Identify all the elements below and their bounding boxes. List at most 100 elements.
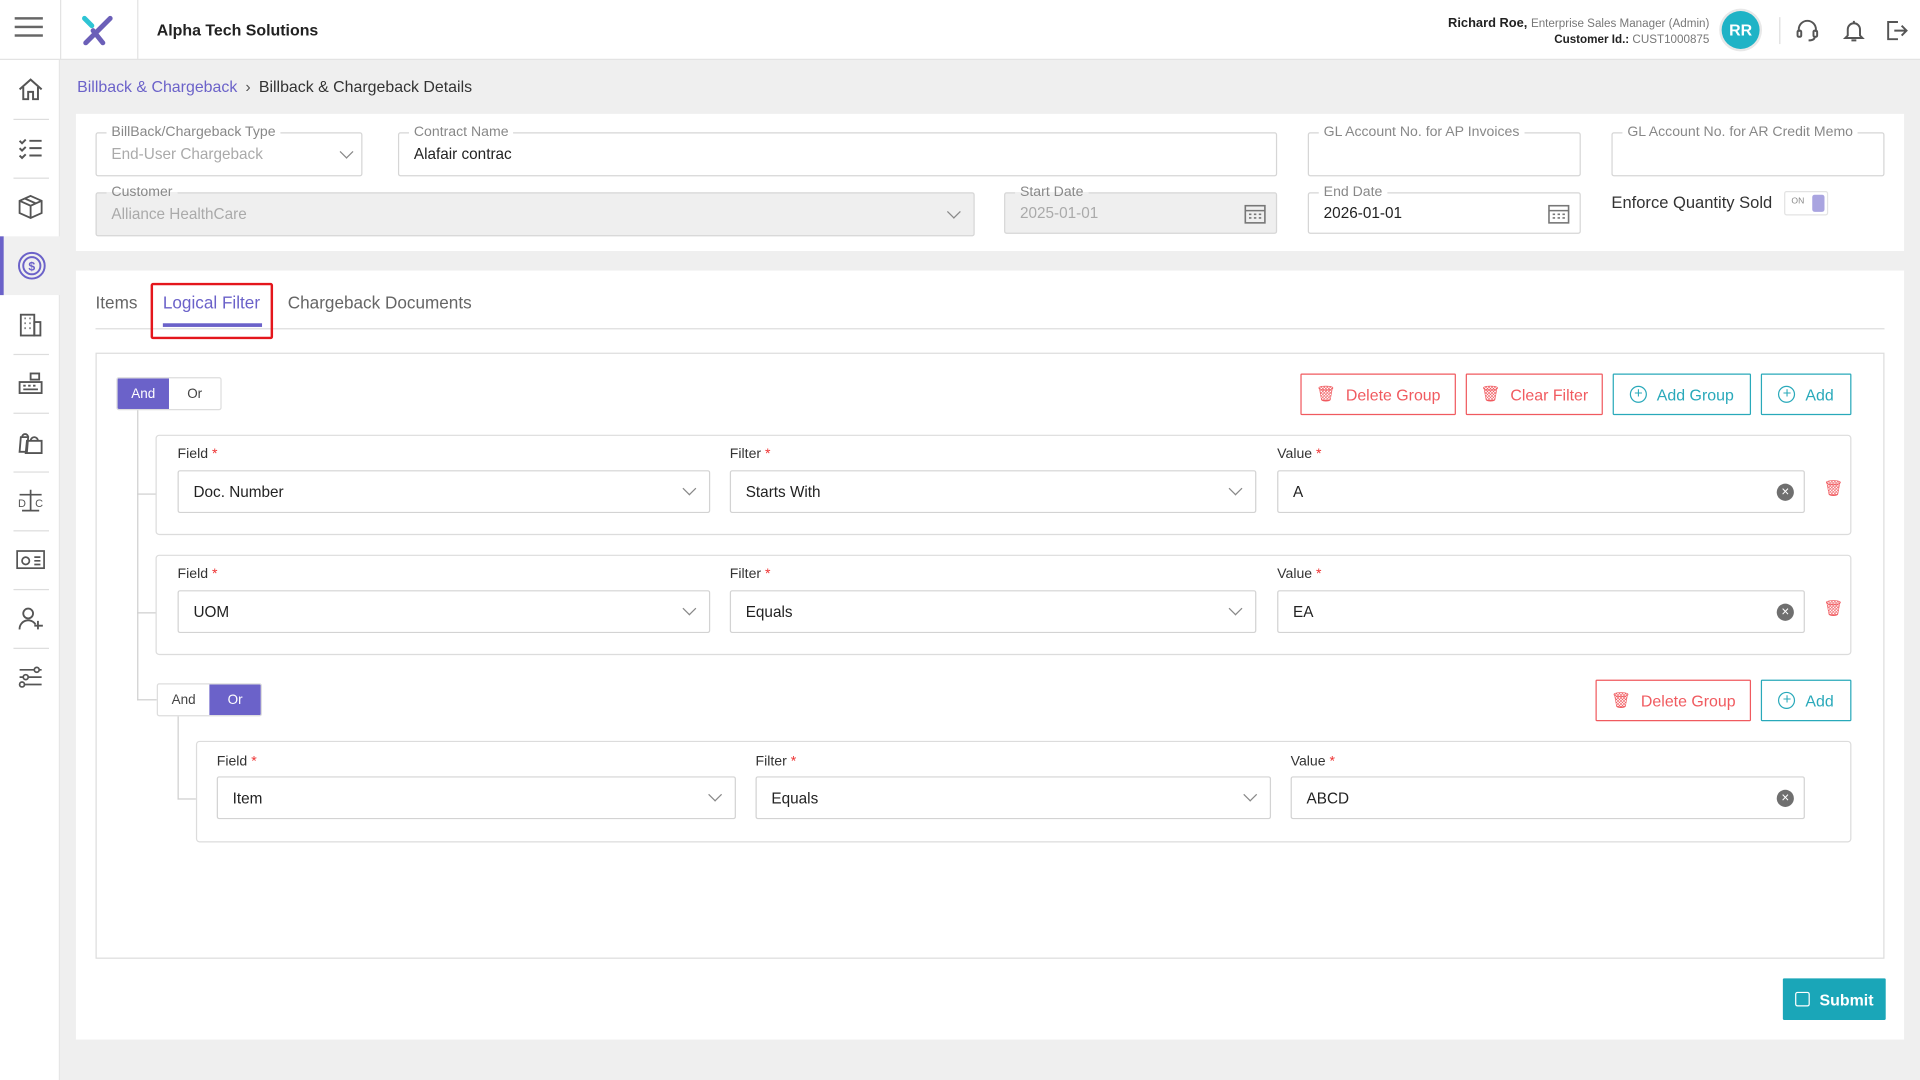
value-label: Value: [1277, 446, 1313, 462]
customer-select: Customer Alliance HealthCare: [95, 183, 975, 237]
end-date-input[interactable]: End Date 2026-01-01: [1307, 183, 1581, 234]
customer-value: Alliance HealthCare: [111, 205, 247, 223]
trash-icon: 🗑: [1480, 384, 1501, 403]
tab-items[interactable]: Items: [95, 292, 138, 313]
sidebar-item-products[interactable]: [0, 178, 60, 237]
box-icon: [18, 194, 42, 219]
tab-logical-filter-label: Logical Filter: [162, 292, 261, 313]
sidebar-item-users[interactable]: [0, 589, 60, 648]
plus-circle-icon: +: [1778, 386, 1796, 403]
contract-name-input[interactable]: Contract Name Alafair contrac: [397, 123, 1278, 177]
sidebar-item-companies[interactable]: [0, 295, 60, 354]
value-input[interactable]: A ×: [1277, 470, 1805, 514]
clear-icon[interactable]: ×: [1776, 603, 1794, 621]
filter-select[interactable]: Equals: [729, 590, 1257, 634]
chevron-down-icon: [1243, 787, 1258, 802]
breadcrumb: Billback & Chargeback › Billback & Charg…: [77, 77, 472, 95]
breadcrumb-parent[interactable]: Billback & Chargeback: [77, 77, 238, 96]
gl-ar-input[interactable]: GL Account No. for AR Credit Memo: [1611, 123, 1885, 177]
customer-id-label: Customer Id.:: [1554, 33, 1630, 47]
top-header: Alpha Tech Solutions Richard Roe, Enterp…: [0, 0, 1920, 61]
field-label: Field: [216, 754, 248, 769]
tab-chargeback-documents[interactable]: Chargeback Documents: [287, 292, 472, 313]
contract-value: Alafair contrac: [413, 145, 512, 163]
svg-text:C: C: [35, 498, 43, 510]
clear-icon[interactable]: ×: [1776, 483, 1794, 501]
delete-group-button[interactable]: 🗑 Delete Group: [1300, 373, 1456, 416]
clear-icon[interactable]: ×: [1776, 789, 1794, 807]
field-label: Field: [177, 566, 209, 582]
sidebar-item-sales[interactable]: [0, 354, 60, 413]
customer-id: CUST1000875: [1632, 33, 1710, 47]
cash-register-icon: [18, 372, 42, 394]
chevron-down-icon: [1228, 601, 1243, 616]
chevron-right-icon: ›: [245, 77, 251, 96]
add-rule-button[interactable]: + Add: [1760, 373, 1852, 416]
enforce-toggle[interactable]: ON: [1784, 191, 1829, 216]
start-date-label: Start Date: [1015, 183, 1089, 201]
calendar-icon[interactable]: [1548, 203, 1570, 224]
sidebar-item-home[interactable]: [0, 60, 60, 119]
and-option[interactable]: And: [171, 692, 196, 708]
delete-rule-icon[interactable]: 🗑: [1823, 478, 1844, 498]
avatar[interactable]: RR: [1721, 11, 1760, 49]
filter-select[interactable]: Starts With: [729, 470, 1257, 514]
tab-logical-filter[interactable]: [150, 282, 274, 340]
gl-ap-input[interactable]: GL Account No. for AP Invoices: [1307, 123, 1581, 177]
submit-button[interactable]: Submit: [1782, 978, 1886, 1021]
delete-rule-icon[interactable]: 🗑: [1823, 598, 1844, 618]
sidebar-item-settings[interactable]: [0, 648, 60, 707]
filter-select[interactable]: Equals: [755, 776, 1272, 820]
save-icon: [1795, 991, 1810, 1007]
chevron-down-icon: [339, 144, 354, 159]
bell-icon[interactable]: [1842, 18, 1866, 42]
sidebar-item-reports[interactable]: [0, 530, 60, 589]
value-input[interactable]: ABCD ×: [1290, 776, 1805, 820]
svg-text:D: D: [17, 498, 25, 510]
field-select[interactable]: UOM: [177, 590, 711, 634]
end-date-value: 2026-01-01: [1323, 204, 1402, 222]
chevron-down-icon: [946, 204, 961, 219]
svg-text:$: $: [28, 260, 35, 274]
plus-circle-icon: +: [1778, 691, 1796, 709]
group-conjunction-toggle[interactable]: And Or: [156, 683, 263, 717]
field-select[interactable]: Item: [216, 776, 736, 820]
building-icon: [19, 313, 41, 337]
start-date-input: Start Date 2025-01-01: [1004, 183, 1278, 234]
clear-filter-button[interactable]: 🗑 Clear Filter: [1465, 373, 1603, 416]
enforce-label: Enforce Quantity Sold: [1611, 193, 1773, 212]
type-value: End-User Chargeback: [111, 145, 263, 163]
headset-icon[interactable]: [1795, 18, 1819, 42]
calendar-icon[interactable]: [1244, 203, 1266, 224]
menu-icon[interactable]: [14, 17, 43, 37]
user-role: Enterprise Sales Manager (Admin): [1530, 17, 1710, 31]
add-group-button[interactable]: + Add Group: [1612, 373, 1752, 416]
value-input[interactable]: EA ×: [1277, 590, 1805, 634]
sliders-icon: [18, 666, 42, 688]
add-rule-button[interactable]: + Add: [1760, 679, 1852, 722]
sidebar-item-orders[interactable]: [0, 413, 60, 472]
and-option[interactable]: And: [117, 378, 169, 409]
delete-group-button[interactable]: 🗑 Delete Group: [1595, 679, 1752, 722]
field-select[interactable]: Doc. Number: [177, 470, 711, 514]
sidebar-item-billback[interactable]: $: [0, 236, 61, 296]
contract-label: Contract Name: [408, 123, 514, 141]
start-date-value: 2025-01-01: [1020, 204, 1099, 222]
filter-builder: [95, 352, 1885, 959]
or-option[interactable]: Or: [209, 684, 261, 716]
end-date-label: End Date: [1318, 183, 1388, 201]
root-conjunction-toggle[interactable]: And Or: [116, 377, 222, 411]
or-option[interactable]: Or: [187, 386, 203, 402]
logout-icon[interactable]: [1884, 18, 1908, 42]
dollar-coin-icon: $: [18, 251, 46, 280]
sidebar-item-tasks[interactable]: [0, 119, 60, 178]
gl-ap-label: GL Account No. for AP Invoices: [1318, 123, 1525, 141]
gl-ar-label: GL Account No. for AR Credit Memo: [1622, 123, 1858, 141]
checklist-icon: [18, 138, 42, 160]
type-select[interactable]: BillBack/Chargeback Type End-User Chargeb…: [95, 123, 363, 177]
filter-label: Filter: [729, 566, 762, 582]
chevron-down-icon: [1228, 481, 1243, 496]
